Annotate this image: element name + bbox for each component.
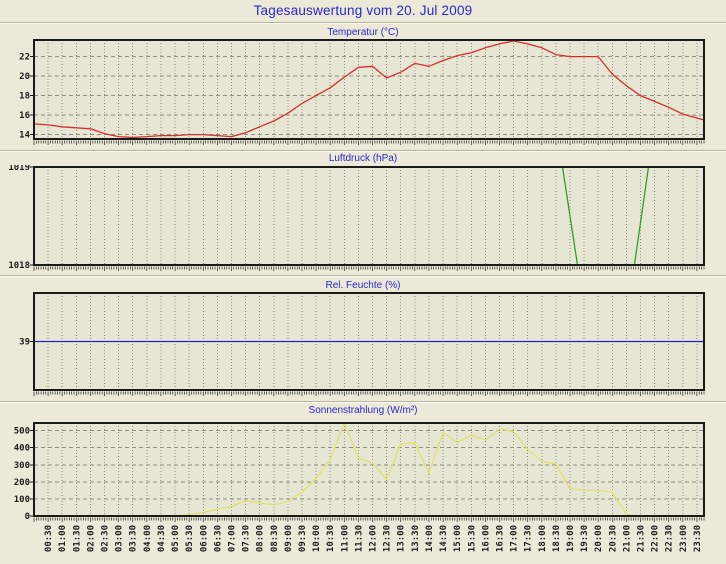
svg-text:16:30: 16:30 (495, 525, 505, 552)
svg-text:18:00: 18:00 (538, 525, 548, 552)
svg-text:07:30: 07:30 (242, 525, 252, 552)
svg-text:1019: 1019 (8, 165, 30, 173)
svg-text:300: 300 (14, 461, 30, 471)
svg-text:11:00: 11:00 (340, 525, 350, 552)
svg-text:05:00: 05:00 (171, 525, 181, 552)
svg-text:18: 18 (19, 92, 30, 102)
svg-text:04:00: 04:00 (143, 525, 153, 552)
svg-text:22: 22 (19, 53, 30, 63)
page-title: Tagesauswertung vom 20. Jul 2009 (253, 3, 473, 18)
svg-text:21:00: 21:00 (622, 525, 632, 552)
svg-text:1018: 1018 (8, 261, 30, 271)
svg-text:19:30: 19:30 (580, 525, 590, 552)
pressure-chart: 1018 1019 (8, 165, 705, 271)
svg-text:03:00: 03:00 (115, 525, 125, 552)
svg-text:15:00: 15:00 (453, 525, 463, 552)
svg-text:14: 14 (19, 131, 30, 141)
svg-text:12:30: 12:30 (383, 525, 393, 552)
svg-text:10:30: 10:30 (326, 525, 336, 552)
svg-text:01:30: 01:30 (72, 525, 82, 552)
svg-text:16:00: 16:00 (481, 525, 491, 552)
svg-text:20: 20 (19, 72, 30, 82)
svg-text:10:00: 10:00 (312, 525, 322, 552)
svg-text:03:30: 03:30 (129, 525, 139, 552)
svg-text:16: 16 (19, 111, 30, 121)
svg-text:200: 200 (14, 478, 30, 488)
chart-title-humidity: Rel. Feuchte (%) (325, 280, 401, 291)
svg-text:09:00: 09:00 (284, 525, 294, 552)
svg-text:08:30: 08:30 (270, 525, 280, 552)
chart-title-pressure: Luftdruck (hPa) (328, 153, 398, 164)
svg-text:02:30: 02:30 (101, 525, 111, 552)
solar-radiation-chart: 0 100 200 300 400 500 00:30 01:00 01:30 02:00 02:3… (14, 422, 705, 552)
chart-title-temperature: Temperatur (°C) (327, 27, 399, 38)
svg-text:20:30: 20:30 (608, 525, 618, 552)
svg-text:500: 500 (14, 427, 30, 437)
svg-text:01:00: 01:00 (58, 525, 68, 552)
svg-text:17:30: 17:30 (524, 525, 534, 552)
svg-text:07:00: 07:00 (227, 525, 237, 552)
svg-text:13:30: 13:30 (411, 525, 421, 552)
svg-text:0: 0 (25, 512, 30, 522)
svg-text:17:00: 17:00 (510, 525, 520, 552)
svg-text:400: 400 (14, 444, 30, 454)
svg-text:09:30: 09:30 (298, 525, 308, 552)
svg-text:05:30: 05:30 (185, 525, 195, 552)
humidity-chart: 39 (19, 292, 705, 396)
svg-text:18:30: 18:30 (552, 525, 562, 552)
chart-title-solar-radiation: Sonnenstrahlung (W/m²) (308, 405, 418, 416)
separator (0, 22, 726, 24)
svg-text:22:00: 22:00 (651, 525, 661, 552)
separator (0, 275, 726, 277)
svg-text:06:00: 06:00 (199, 525, 209, 552)
svg-text:14:30: 14:30 (439, 525, 449, 552)
svg-text:23:00: 23:00 (679, 525, 689, 552)
svg-text:19:00: 19:00 (566, 525, 576, 552)
temperature-chart: 14 16 18 20 22 (19, 39, 705, 145)
svg-text:12:00: 12:00 (369, 525, 379, 552)
svg-text:11:30: 11:30 (354, 525, 364, 552)
svg-text:15:30: 15:30 (467, 525, 477, 552)
svg-text:20:00: 20:00 (594, 525, 604, 552)
svg-text:04:30: 04:30 (157, 525, 167, 552)
svg-text:14:00: 14:00 (425, 525, 435, 552)
separator (0, 401, 726, 403)
svg-text:100: 100 (14, 495, 30, 505)
svg-text:08:00: 08:00 (256, 525, 266, 552)
separator (0, 150, 726, 152)
svg-text:02:00: 02:00 (86, 525, 96, 552)
svg-text:21:30: 21:30 (637, 525, 647, 552)
svg-text:23:30: 23:30 (693, 525, 703, 552)
svg-text:00:30: 00:30 (44, 525, 54, 552)
svg-text:22:30: 22:30 (665, 525, 675, 552)
svg-text:13:00: 13:00 (397, 525, 407, 552)
svg-text:39: 39 (19, 338, 30, 348)
svg-text:06:30: 06:30 (213, 525, 223, 552)
